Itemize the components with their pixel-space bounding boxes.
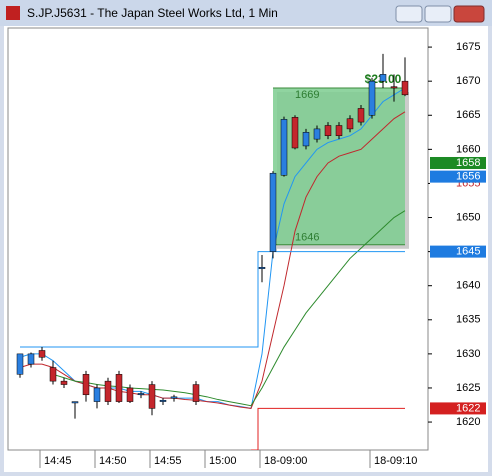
y-tick-label: 1665 [456,109,480,121]
minimize-button[interactable] [395,5,423,23]
y-tick-label: 1660 [456,143,480,155]
price-tag [430,156,486,169]
candle-body [170,396,178,399]
price-tag [430,170,486,183]
candle-body [16,353,24,375]
y-tick-label: 1620 [456,416,480,428]
candle-body [27,353,35,365]
candle-body [313,128,321,140]
candle-body [291,117,299,149]
candle-body [159,399,167,402]
x-tick-label: 14:45 [44,455,72,467]
price-tag-label: 1622 [456,402,480,414]
candle-body [401,80,409,96]
box-high-label: 1669 [295,89,319,101]
x-tick-label: 14:55 [154,455,182,467]
price-tag-label: 1656 [456,171,480,183]
app-icon [6,6,20,20]
box-low-label: 1646 [295,232,319,244]
candle-body [93,387,101,402]
level-line [20,251,405,348]
candle-body [38,350,46,358]
candle-body [379,74,387,82]
y-tick-label: 1675 [456,41,480,53]
candle-body [148,384,156,409]
candle-body [324,125,332,136]
candle-body [280,119,288,176]
candle-body [368,80,376,116]
x-tick-label: 14:50 [99,455,127,467]
y-tick-label: 1625 [456,382,480,394]
candle-body [269,172,277,252]
candle-body [192,384,200,402]
y-tick-label: 1650 [456,211,480,223]
level-line [251,407,405,450]
y-tick-label: 1630 [456,348,480,360]
x-tick-label: 15:00 [209,455,237,467]
candle-body [137,393,145,396]
y-tick-label: 1635 [456,314,480,326]
candle-body [49,367,57,382]
candle-body [115,374,123,402]
candle-body [302,132,310,147]
moving-average [52,210,406,407]
candle-body [357,108,365,123]
candle-body [258,267,266,269]
x-tick-label: 18-09:00 [264,455,307,467]
price-tag [430,245,486,258]
candle-body [60,380,68,385]
x-tick-label: 18-09:10 [374,455,417,467]
candle-body [82,374,90,396]
trade-box [273,87,405,245]
candle-body [335,125,343,136]
y-tick-label: 1640 [456,280,480,292]
candle-body [126,387,134,402]
y-tick-label: 1670 [456,75,480,87]
candle-body [104,380,112,402]
window-title: S.JP.J5631 - The Japan Steel Works Ltd, … [27,6,278,20]
price-tag [430,402,486,415]
close-button[interactable] [453,5,485,23]
price-tag-label: 1645 [456,246,480,258]
candle-body [346,118,354,130]
candle-body [390,86,398,89]
candle-body [71,401,79,404]
maximize-button[interactable] [424,5,452,23]
price-tag-label: 1658 [456,157,480,169]
